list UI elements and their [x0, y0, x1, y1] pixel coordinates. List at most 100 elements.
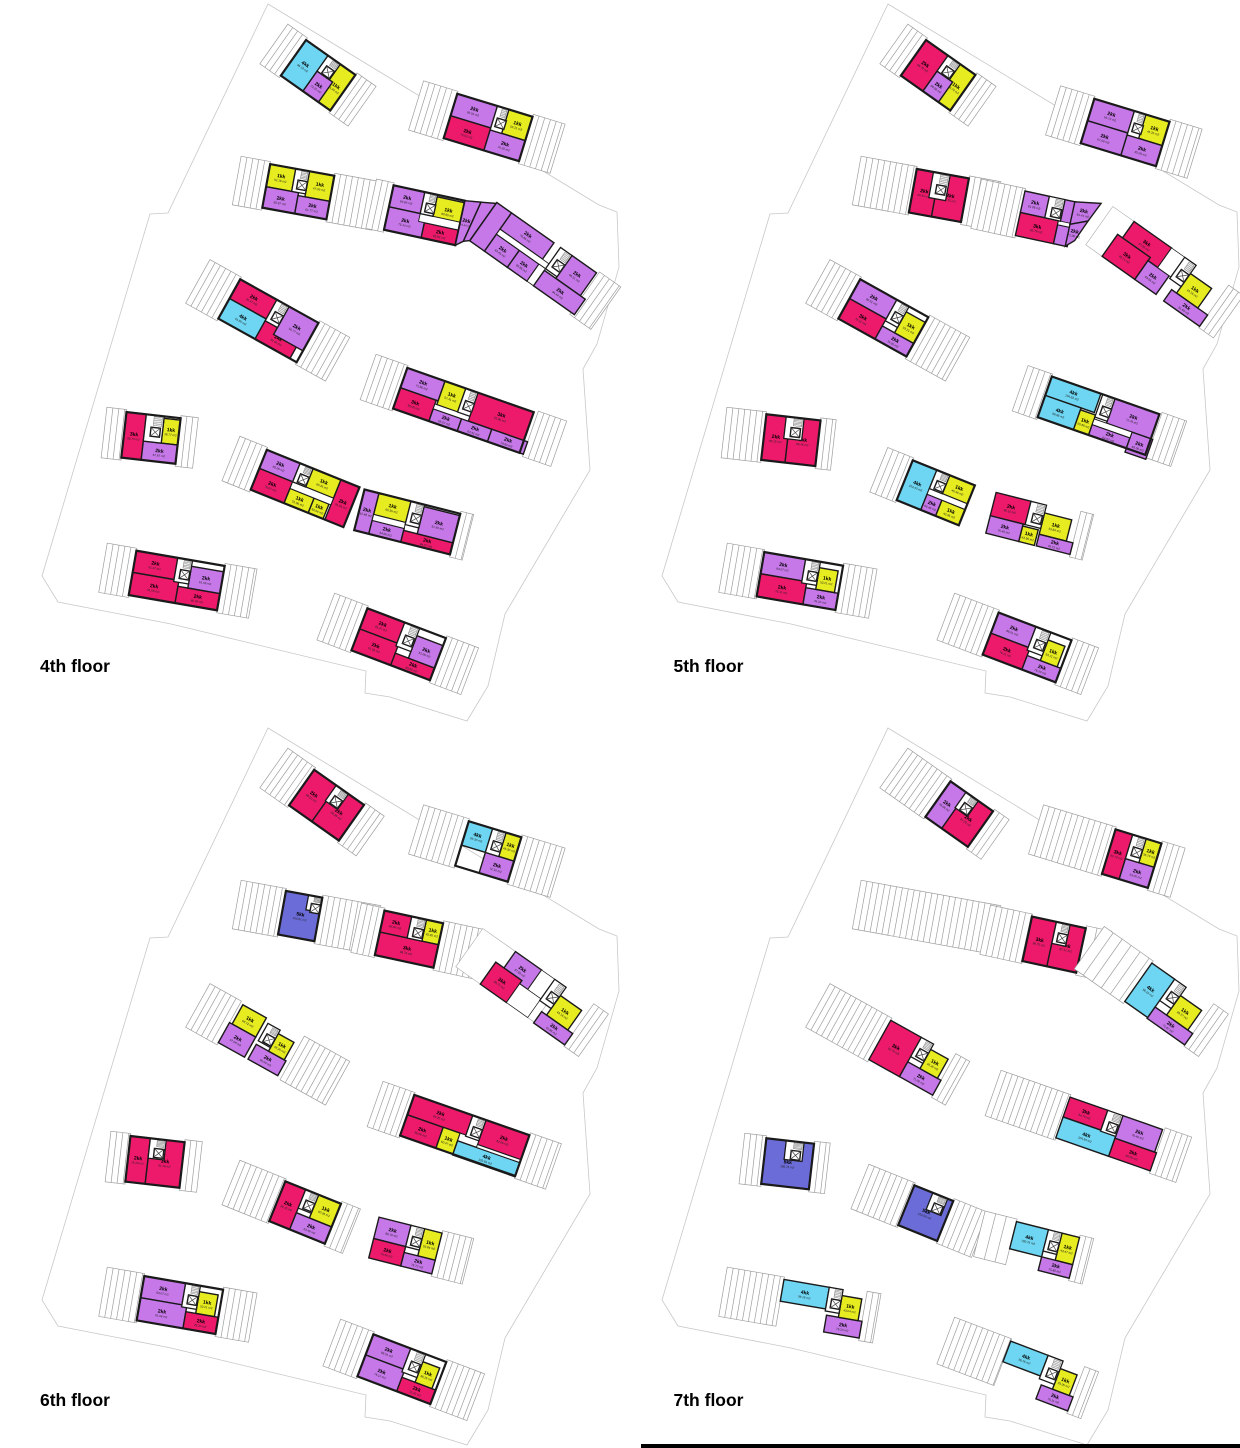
svg-text:1kk: 1kk: [1063, 1244, 1073, 1252]
svg-text:83.82 m2: 83.82 m2: [433, 234, 446, 241]
svg-text:98.75 m2: 98.75 m2: [399, 950, 412, 957]
svg-text:53.21 m2: 53.21 m2: [510, 124, 523, 132]
svg-text:104.43 m2: 104.43 m2: [908, 484, 923, 493]
svg-text:2kk: 2kk: [838, 1322, 847, 1329]
svg-text:1kk: 1kk: [905, 322, 915, 331]
svg-text:3kk: 3kk: [1113, 849, 1123, 857]
svg-text:91.86 m2: 91.86 m2: [234, 317, 247, 327]
svg-text:4kk: 4kk: [912, 480, 922, 489]
svg-text:2kk: 2kk: [1009, 625, 1019, 634]
svg-text:5th floor: 5th floor: [674, 656, 744, 676]
svg-text:90.09 m2: 90.09 m2: [407, 403, 420, 411]
svg-text:2kk: 2kk: [942, 799, 952, 809]
svg-text:72.16 m2: 72.16 m2: [489, 866, 502, 874]
svg-text:64.84 m2: 64.84 m2: [400, 199, 413, 206]
svg-text:1kk: 1kk: [444, 207, 454, 215]
svg-text:2kk: 2kk: [308, 203, 317, 210]
svg-text:85.70 m2: 85.70 m2: [127, 436, 140, 441]
svg-text:2kk: 2kk: [408, 661, 418, 670]
svg-text:2kk: 2kk: [1030, 200, 1040, 208]
svg-text:60.36 m2: 60.36 m2: [385, 508, 398, 515]
svg-text:2kk: 2kk: [388, 1227, 398, 1235]
svg-text:2kk: 2kk: [435, 229, 445, 237]
svg-text:1kk: 1kk: [423, 1370, 433, 1379]
svg-text:80.10 m2: 80.10 m2: [1003, 508, 1016, 515]
svg-text:45.30 m2: 45.30 m2: [503, 846, 516, 854]
svg-text:3kk: 3kk: [160, 1159, 169, 1166]
svg-text:50.04 m2: 50.04 m2: [311, 507, 324, 516]
svg-text:2kk: 2kk: [338, 498, 348, 507]
svg-text:80.15 m2: 80.15 m2: [769, 439, 782, 444]
svg-text:1kk: 1kk: [822, 575, 831, 582]
svg-text:52.16 m2: 52.16 m2: [274, 178, 287, 184]
svg-text:76.20 m2: 76.20 m2: [886, 339, 899, 349]
svg-text:91.06 m2: 91.06 m2: [147, 588, 160, 594]
svg-text:3kk: 3kk: [891, 1043, 901, 1052]
svg-text:5kk: 5kk: [296, 911, 305, 918]
svg-text:51.65 m2: 51.65 m2: [1177, 305, 1190, 316]
svg-text:45.25 m2: 45.25 m2: [1147, 129, 1160, 137]
svg-text:80.09 m2: 80.09 m2: [190, 598, 203, 604]
svg-text:96.16 m2: 96.16 m2: [296, 63, 309, 74]
svg-text:98.16 m2: 98.16 m2: [1018, 1357, 1031, 1365]
svg-text:91.86 m2: 91.86 m2: [493, 416, 506, 424]
svg-text:2kk: 2kk: [1070, 228, 1080, 236]
svg-text:38.77 m2: 38.77 m2: [164, 432, 177, 437]
svg-text:2kk: 2kk: [462, 218, 472, 226]
svg-text:3kk: 3kk: [1128, 1149, 1138, 1157]
svg-text:5kk: 5kk: [783, 1159, 792, 1166]
svg-text:43.04 m2: 43.04 m2: [843, 1308, 856, 1314]
svg-text:82.06 m2: 82.06 m2: [496, 1139, 509, 1147]
svg-text:63.06 m2: 63.06 m2: [1129, 873, 1142, 881]
svg-text:75.20 m2: 75.20 m2: [131, 1160, 144, 1165]
svg-text:2kk: 2kk: [492, 862, 502, 870]
svg-text:43.16 m2: 43.16 m2: [556, 1010, 569, 1021]
svg-text:63.45 m2: 63.45 m2: [494, 248, 507, 259]
svg-text:2kk: 2kk: [920, 60, 930, 70]
svg-text:2kk: 2kk: [434, 520, 444, 528]
svg-text:3kk: 3kk: [1032, 223, 1042, 231]
svg-text:75.80 m2: 75.80 m2: [1048, 1267, 1061, 1274]
svg-text:71.67 m2: 71.67 m2: [1162, 1023, 1175, 1034]
svg-text:2kk: 2kk: [779, 562, 788, 569]
svg-text:3kk: 3kk: [129, 431, 138, 438]
svg-text:1kk: 1kk: [321, 1206, 331, 1215]
svg-text:2kk: 2kk: [421, 647, 431, 656]
svg-text:2kk: 2kk: [383, 1247, 393, 1255]
svg-text:76.20 m2: 76.20 m2: [814, 599, 827, 605]
svg-text:1kk: 1kk: [946, 507, 956, 516]
svg-text:60.36 m2: 60.36 m2: [316, 482, 329, 491]
svg-text:76.20 m2: 76.20 m2: [836, 1327, 849, 1333]
svg-text:76.20 m2: 76.20 m2: [1034, 668, 1047, 676]
svg-text:2kk: 2kk: [522, 230, 532, 240]
svg-text:64.84 m2: 64.84 m2: [389, 924, 402, 931]
svg-text:2kk: 2kk: [517, 965, 527, 975]
svg-text:76.72 m2: 76.72 m2: [1047, 544, 1060, 551]
svg-text:65.06 m2: 65.06 m2: [1131, 445, 1144, 453]
svg-text:2kk: 2kk: [771, 434, 780, 441]
svg-text:86.79 m2: 86.79 m2: [1110, 854, 1123, 862]
svg-text:4kk: 4kk: [1025, 1234, 1035, 1242]
svg-text:94.70 m2: 94.70 m2: [1078, 1113, 1091, 1121]
svg-text:2kk: 2kk: [201, 575, 210, 582]
svg-text:2kk: 2kk: [503, 437, 513, 445]
svg-text:2kk: 2kk: [276, 195, 285, 202]
svg-text:102.84 m2: 102.84 m2: [478, 1158, 493, 1167]
svg-text:76.20 m2: 76.20 m2: [408, 1390, 421, 1398]
svg-text:81.47 m2: 81.47 m2: [245, 297, 258, 307]
svg-text:2kk: 2kk: [1132, 868, 1142, 876]
svg-text:1kk: 1kk: [1051, 522, 1061, 530]
svg-text:2kk: 2kk: [927, 500, 937, 509]
svg-text:80.15 m2: 80.15 m2: [280, 1204, 293, 1213]
svg-text:2kk: 2kk: [1037, 664, 1047, 673]
svg-text:64.06 m2: 64.06 m2: [379, 531, 392, 538]
svg-text:2kk: 2kk: [1051, 1263, 1061, 1271]
svg-text:1kk: 1kk: [202, 1299, 211, 1306]
svg-text:2kk: 2kk: [157, 1308, 166, 1315]
svg-text:63.46 m2: 63.46 m2: [924, 504, 937, 513]
svg-text:86.71 m2: 86.71 m2: [1118, 254, 1131, 265]
svg-text:3kk: 3kk: [1141, 239, 1151, 249]
svg-text:2kk: 2kk: [519, 260, 529, 270]
svg-text:71.66 m2: 71.66 m2: [415, 383, 428, 391]
svg-text:65.67 m2: 65.67 m2: [273, 200, 286, 206]
